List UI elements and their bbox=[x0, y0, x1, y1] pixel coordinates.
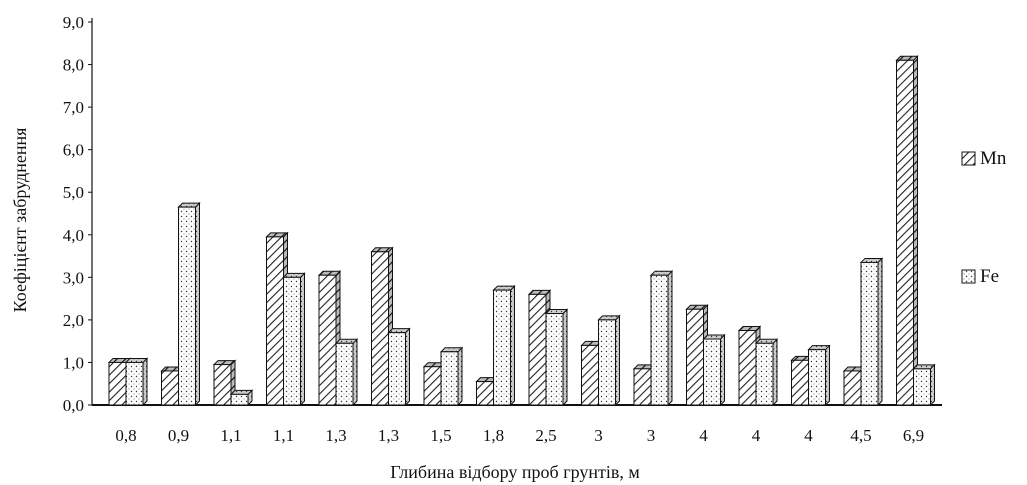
legend-label-fe: Fe bbox=[980, 266, 999, 287]
bar-fe bbox=[334, 338, 359, 407]
legend-item-mn: Mn bbox=[961, 148, 1007, 169]
x-tick-label: 2,5 bbox=[535, 426, 556, 445]
legend-swatch-fe bbox=[961, 269, 976, 284]
y-tick-label: 7,0 bbox=[63, 98, 84, 117]
y-tick-label: 6,0 bbox=[63, 141, 84, 160]
y-tick-label: 8,0 bbox=[63, 56, 84, 75]
y-tick-label: 5,0 bbox=[63, 183, 84, 202]
x-tick-labels: 0,8 0,9 1,1 1,1 1,3 1,3 1,5 1,8 2,5 3 3 4 4 4 4,5 6,9 bbox=[115, 426, 924, 445]
x-tick-label: 1,1 bbox=[220, 426, 241, 445]
bar-mn bbox=[895, 55, 919, 407]
x-tick-label: 3 bbox=[594, 426, 603, 445]
bar-fe bbox=[387, 327, 411, 407]
bar-fe bbox=[649, 269, 674, 407]
y-tick-label: 3,0 bbox=[63, 268, 84, 287]
bar-fe bbox=[859, 257, 884, 407]
x-tick-label: 0,8 bbox=[115, 426, 136, 445]
x-tick-label: 1,3 bbox=[325, 426, 346, 445]
legend-label-mn: Mn bbox=[980, 148, 1007, 169]
x-tick-label: 1,3 bbox=[378, 426, 399, 445]
bar-fe bbox=[912, 363, 936, 407]
x-tick-label: 1,8 bbox=[483, 426, 504, 445]
y-tick-label: 2,0 bbox=[63, 311, 84, 330]
bar-fe bbox=[597, 314, 621, 407]
x-tick-label: 1,1 bbox=[273, 426, 294, 445]
bar-fe bbox=[492, 284, 516, 407]
bar-fe bbox=[544, 308, 569, 407]
x-tick-label: 3 bbox=[647, 426, 656, 445]
y-axis-title: Коефіцієнт забруднення bbox=[10, 128, 30, 313]
y-tick-label: 1,0 bbox=[63, 353, 84, 372]
legend-swatch-mn bbox=[961, 151, 976, 166]
x-tick-label: 4 bbox=[804, 426, 813, 445]
bar-fe bbox=[124, 357, 149, 407]
y-tick-label: 9,0 bbox=[63, 13, 84, 32]
x-tick-label: 4 bbox=[699, 426, 708, 445]
y-tick-label: 4,0 bbox=[63, 226, 84, 245]
x-tick-label: 1,5 bbox=[430, 426, 451, 445]
x-tick-label: 4 bbox=[752, 426, 761, 445]
bar-fe bbox=[702, 333, 726, 407]
x-tick-label: 4,5 bbox=[850, 426, 871, 445]
legend: Mn Fe bbox=[961, 148, 1007, 287]
bar-fe bbox=[439, 346, 464, 407]
bar-fe bbox=[177, 201, 201, 407]
y-tick-labels: 0,0 1,0 2,0 3,0 4,0 5,0 6,0 7,0 8,0 9,0 bbox=[63, 13, 84, 415]
y-tick-label: 0,0 bbox=[63, 396, 84, 415]
x-axis-title: Глибина відбору проб грунтів, м bbox=[390, 462, 640, 482]
bar-fe bbox=[229, 389, 254, 407]
bar-fe bbox=[282, 272, 306, 407]
bars bbox=[107, 55, 936, 407]
bar-fe bbox=[754, 338, 779, 407]
legend-item-fe: Fe bbox=[961, 266, 999, 287]
x-tick-label: 0,9 bbox=[168, 426, 189, 445]
bar-fe bbox=[807, 344, 831, 407]
x-tick-label: 6,9 bbox=[903, 426, 924, 445]
